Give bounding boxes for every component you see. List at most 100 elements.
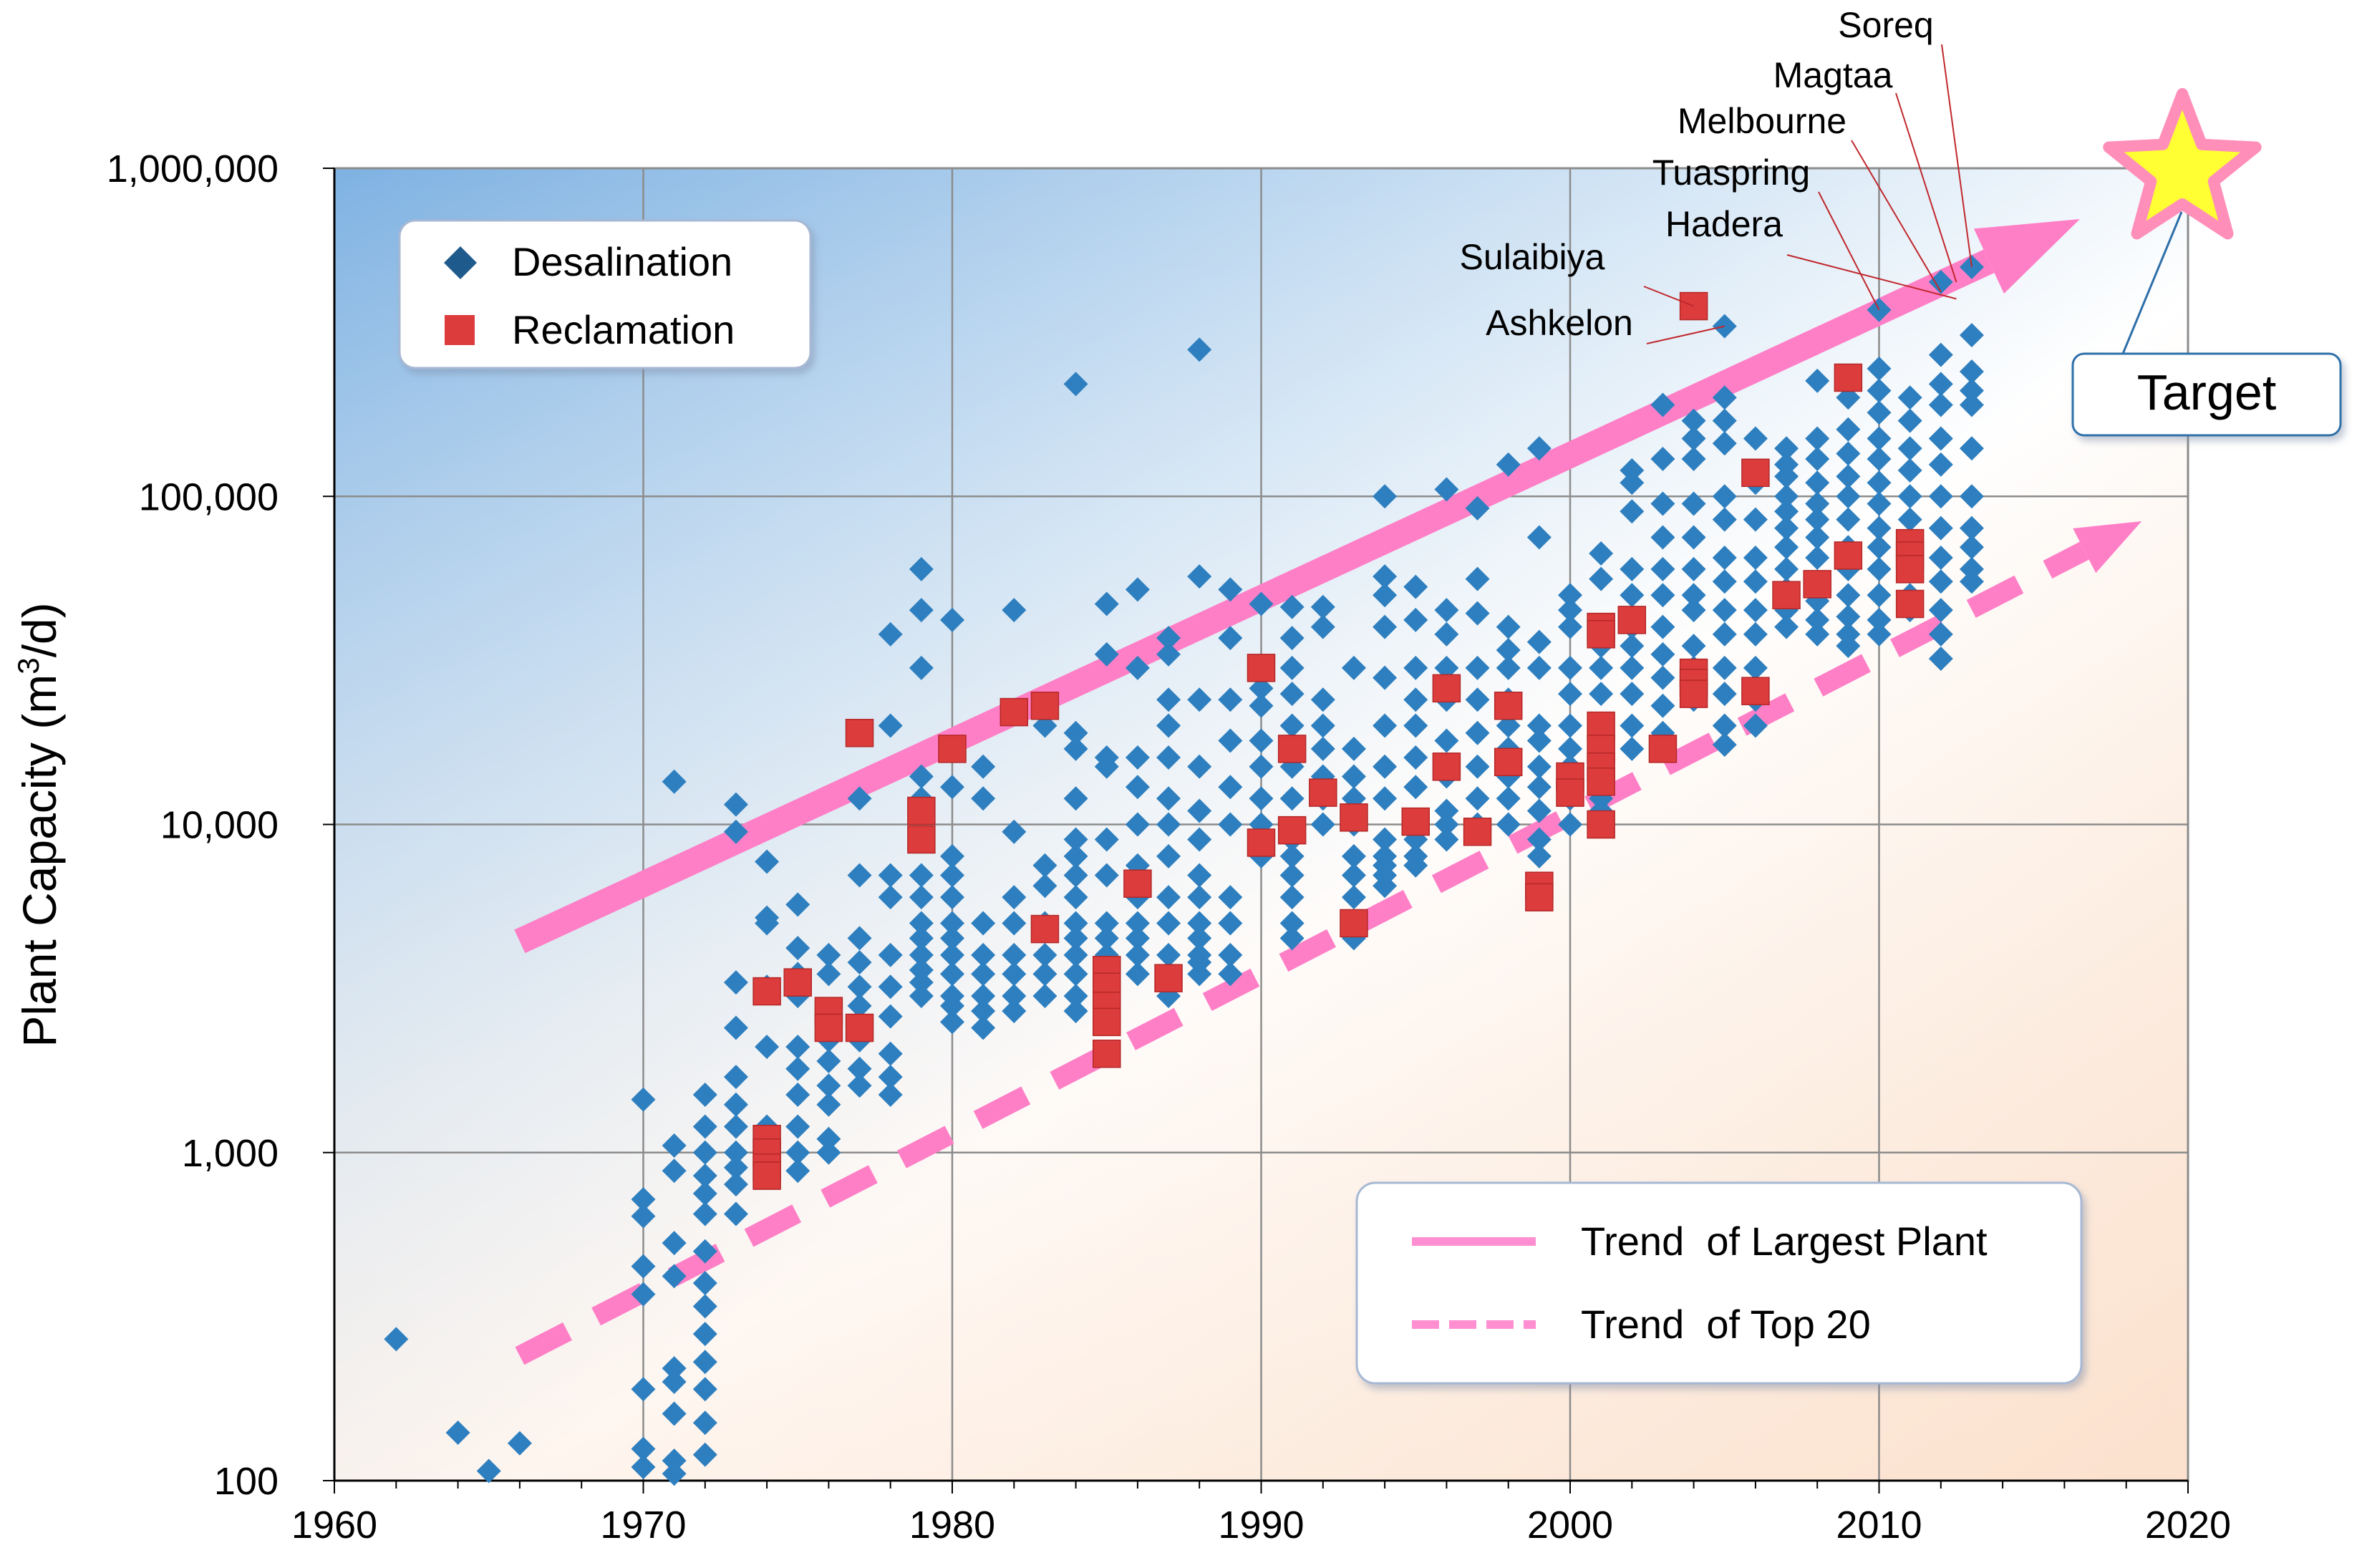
reclamation-point — [1030, 914, 1060, 944]
desalination-point — [1496, 637, 1521, 662]
desalination-point — [1496, 655, 1521, 680]
desalination-point — [476, 1458, 501, 1484]
desalination-point — [692, 1114, 717, 1139]
desalination-point — [1928, 598, 1953, 623]
desalination-point — [971, 786, 996, 811]
desalination-point — [1063, 885, 1088, 910]
desalination-point — [878, 942, 903, 967]
desalination-point — [1589, 682, 1614, 707]
desalination-point — [1836, 583, 1861, 608]
desalination-point — [1526, 843, 1552, 868]
desalination-point — [1465, 495, 1490, 521]
desalination-point — [1156, 745, 1181, 770]
desalination-point — [1156, 843, 1181, 868]
desalination-point — [723, 970, 748, 995]
desalination-point — [1341, 655, 1366, 680]
desalination-point — [662, 1264, 687, 1289]
desalination-point — [1620, 682, 1645, 707]
desalination-point — [1867, 400, 1892, 425]
desalination-point — [1249, 728, 1274, 753]
legend-largest-label: Trend of Largest Plant — [1581, 1219, 1988, 1264]
desalination-point — [816, 1140, 841, 1165]
x-tick-label: 2010 — [1836, 1504, 1922, 1547]
desalination-point — [1249, 693, 1274, 718]
desalination-point — [723, 1172, 748, 1197]
desalination-point — [1063, 827, 1088, 852]
desalination-point — [1558, 812, 1582, 837]
desalination-point — [692, 1271, 717, 1296]
desalination-point — [1125, 911, 1150, 936]
reclamation-point — [1432, 674, 1461, 703]
points-layer — [384, 254, 1984, 1486]
target-marker: Target — [2071, 88, 2342, 437]
desalination-point — [1187, 885, 1212, 910]
reclamation-point — [938, 735, 967, 763]
desalination-point — [1094, 926, 1119, 951]
desalination-point — [723, 792, 748, 817]
desalination-point — [847, 950, 872, 975]
desalination-point — [1743, 507, 1768, 532]
reclamation-point — [1587, 810, 1615, 839]
desalination-point — [1218, 728, 1243, 753]
annotation-leader — [1941, 44, 1973, 268]
desalination-point — [723, 1140, 748, 1165]
desalination-point — [1249, 591, 1274, 616]
desalination-point — [692, 1322, 717, 1347]
desalination-point — [1403, 574, 1428, 599]
desalination-point — [847, 974, 872, 1000]
desalination-point — [1836, 604, 1861, 629]
desalination-point — [1526, 728, 1552, 753]
desalination-point — [1743, 713, 1768, 738]
desalination-point — [971, 942, 996, 967]
desalination-point — [1805, 525, 1830, 550]
desalination-point — [878, 1065, 903, 1090]
annotation-leader — [1895, 92, 1957, 283]
desalination-point — [1063, 843, 1088, 868]
desalination-point — [1650, 556, 1675, 581]
desalination-point — [1959, 392, 1984, 417]
desalination-point — [1928, 392, 1953, 417]
desalination-point — [1620, 655, 1645, 680]
desalination-point — [1063, 962, 1088, 987]
desalination-point — [1712, 621, 1737, 647]
reclamation-point — [1247, 654, 1276, 682]
desalination-point — [1063, 863, 1088, 888]
reclamation-point — [814, 1013, 843, 1042]
annotation-label: Tuaspring — [1652, 153, 1810, 193]
reclamation-point — [1741, 458, 1770, 488]
desalination-point — [662, 1370, 687, 1395]
reclamation-point — [1093, 1007, 1121, 1037]
desalination-point — [1002, 819, 1027, 844]
desalination-point — [1002, 984, 1027, 1009]
desalination-point — [1743, 598, 1768, 623]
desalination-point — [1712, 545, 1737, 570]
desalination-point — [1526, 775, 1552, 800]
desalination-point — [1774, 516, 1799, 541]
desalination-point — [1620, 458, 1645, 483]
reclamation-point — [1679, 679, 1708, 708]
desalination-point — [1310, 614, 1335, 639]
desalination-point — [1032, 984, 1057, 1009]
desalination-point — [816, 1073, 841, 1098]
desalination-point — [723, 1065, 748, 1090]
desalination-point — [1403, 687, 1428, 712]
desalination-point — [1681, 447, 1706, 472]
desalination-point — [878, 885, 903, 910]
x-tick-label: 1960 — [291, 1504, 377, 1547]
desalination-point — [384, 1327, 409, 1352]
desalination-point — [1156, 626, 1181, 651]
desalination-point — [1774, 464, 1799, 489]
desalination-point — [971, 754, 996, 779]
desalination-point — [1279, 863, 1305, 888]
desalination-point — [1125, 926, 1150, 951]
desalination-point — [1712, 732, 1737, 758]
desalination-point — [1373, 484, 1398, 509]
desalination-point — [1526, 754, 1552, 779]
desalination-point — [909, 970, 934, 995]
desalination-point — [1310, 713, 1335, 738]
desalination-point — [1712, 598, 1737, 623]
x-tick-label: 1970 — [600, 1504, 686, 1547]
desalination-point — [1156, 713, 1181, 738]
desalination-point — [1897, 458, 1922, 483]
desalination-point — [1125, 577, 1150, 602]
